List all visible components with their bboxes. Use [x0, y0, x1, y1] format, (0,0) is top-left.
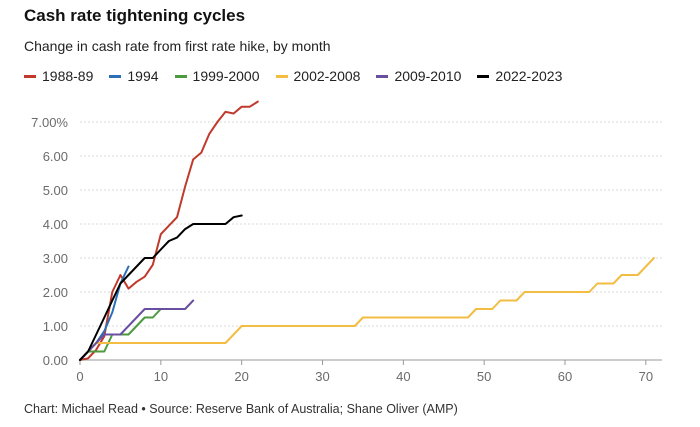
x-tick-label: 60 [558, 369, 572, 384]
legend-item: 1988-89 [24, 68, 93, 84]
legend-swatch [24, 74, 36, 78]
y-tick-label: 3.00 [43, 251, 68, 266]
chart-title: Cash rate tightening cycles [24, 6, 246, 25]
y-tick-label: 7.00% [31, 115, 68, 130]
y-tick-label: 4.00 [43, 217, 68, 232]
chart-legend: 1988-89 1994 1999-2000 2002-2008 2009-2010 20… [24, 68, 578, 84]
series-line-2002-2008 [79, 257, 655, 361]
x-tick-label: 20 [234, 369, 248, 384]
x-tick-label: 0 [76, 369, 83, 384]
y-tick-label: 6.00 [43, 149, 68, 164]
legend-swatch [174, 74, 187, 78]
legend-swatch [109, 74, 122, 78]
series-line-1988-89 [79, 100, 259, 361]
series-line-2009-2010 [79, 299, 195, 361]
chart-credit: Chart: Michael Read • Source: Reserve Ba… [24, 402, 458, 416]
y-tick-label: 2.00 [43, 285, 68, 300]
legend-label: 2002-2008 [293, 68, 361, 84]
legend-item: 1999-2000 [174, 68, 260, 84]
legend-swatch [477, 74, 490, 78]
legend-item: 2009-2010 [376, 68, 461, 84]
legend-item: 2022-2023 [477, 68, 562, 84]
legend-label: 2022-2023 [495, 68, 563, 84]
x-tick-label: 50 [477, 369, 491, 384]
chart-subtitle: Change in cash rate from first rate hike… [24, 38, 331, 54]
series-line-2022-2023 [79, 214, 243, 361]
legend-item: 1994 [109, 68, 159, 84]
legend-item: 2002-2008 [275, 68, 361, 84]
series-line-1994 [79, 265, 130, 361]
legend-label: 1994 [127, 68, 159, 84]
y-tick-label: 0.00 [43, 353, 68, 368]
legend-label: 1999-2000 [192, 68, 260, 84]
legend-swatch [376, 74, 389, 78]
x-tick-label: 30 [315, 369, 329, 384]
legend-label: 2009-2010 [394, 68, 462, 84]
y-tick-label: 1.00 [43, 319, 68, 334]
legend-label: 1988-89 [42, 68, 94, 84]
x-tick-label: 40 [396, 369, 410, 384]
legend-swatch [275, 74, 288, 78]
y-tick-label: 5.00 [43, 183, 68, 198]
x-tick-label: 70 [639, 369, 653, 384]
x-tick-label: 10 [154, 369, 168, 384]
